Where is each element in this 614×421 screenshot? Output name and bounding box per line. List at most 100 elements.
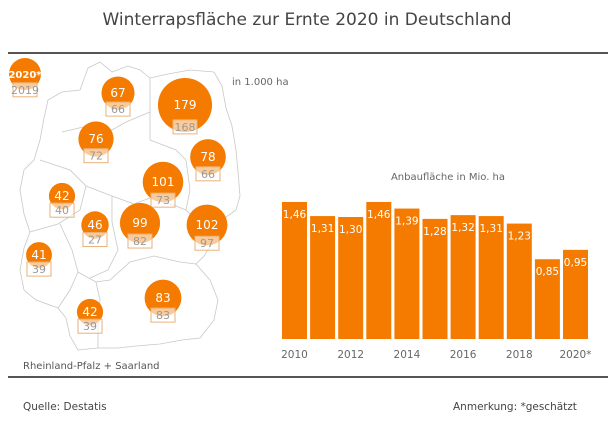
bar-value-label: 1,23 — [508, 231, 531, 243]
bar-value-label: 0,95 — [564, 257, 587, 269]
value-2019: 83 — [156, 309, 170, 322]
value-2019-box — [194, 235, 220, 251]
value-2019: 73 — [156, 194, 170, 207]
bar-2012 — [338, 217, 364, 339]
footnote-label: Anmerkung: *geschätzt — [453, 401, 577, 413]
value-2019: 66 — [111, 103, 125, 116]
bar-value-label: 1,46 — [283, 209, 307, 221]
value-2019-box — [150, 192, 176, 208]
value-2019: 2019 — [11, 84, 39, 97]
x-tick-label: 2012 — [337, 349, 364, 361]
value-2019-box — [150, 307, 176, 323]
value-2019-box — [105, 101, 131, 117]
value-2019-box — [127, 233, 153, 249]
value-2019-box — [49, 202, 75, 218]
bubble-circle — [9, 58, 41, 90]
value-2019: 39 — [32, 263, 46, 276]
bubble-circle — [142, 161, 184, 203]
value-2020: 2020* — [8, 70, 42, 81]
bar-2015 — [422, 218, 448, 339]
bubble-circle — [186, 204, 228, 246]
bar-2013 — [366, 202, 392, 339]
bar-2011 — [310, 216, 336, 339]
x-tick-label: 2014 — [394, 349, 421, 361]
value-2019: 66 — [201, 168, 215, 181]
bar-value-label: 1,31 — [480, 223, 503, 235]
value-2019: 168 — [175, 121, 196, 134]
bar-value-label: 1,32 — [451, 222, 474, 234]
bubble-circle — [48, 182, 76, 210]
x-tick-label: 2020* — [560, 349, 592, 361]
value-2019-box — [12, 82, 38, 98]
source-label: Quelle: Destatis — [23, 401, 107, 413]
bubble-circle — [101, 76, 135, 110]
bubble-circle — [157, 77, 213, 133]
bar-2016 — [450, 215, 476, 339]
bar-value-label: 1,39 — [395, 216, 418, 228]
bubble-circle — [26, 242, 52, 268]
bar-2010 — [282, 202, 307, 339]
value-2020: 83 — [155, 291, 170, 305]
value-2020: 41 — [31, 248, 46, 262]
value-2019-box — [26, 261, 52, 277]
value-2019-box — [82, 232, 108, 248]
bubble-circle — [190, 139, 226, 175]
bar-2017 — [478, 216, 504, 339]
bar-chart: Anbaufläche in Mio. ha 1,46 2010 1,31 1,30 2… — [281, 172, 592, 361]
value-2020: 67 — [110, 86, 125, 100]
bubble-circle — [119, 202, 161, 244]
value-2020: 76 — [88, 132, 103, 146]
region-note: Rheinland-Pfalz + Saarland — [23, 361, 160, 372]
bubble-circle — [81, 211, 109, 239]
value-2020: 78 — [200, 150, 215, 164]
value-2020: 179 — [174, 98, 197, 112]
bar-2018 — [506, 223, 532, 339]
value-2020: 46 — [87, 218, 102, 232]
legend-bubble: 2020* 2019 — [8, 58, 42, 98]
top-divider — [8, 52, 608, 54]
value-2019-box — [77, 318, 103, 334]
value-2019: 39 — [83, 320, 97, 333]
value-2019: 27 — [88, 234, 102, 247]
value-2019-box — [172, 119, 198, 135]
x-tick-label: 2010 — [281, 349, 308, 361]
value-2020: 101 — [152, 175, 175, 189]
map-outline — [19, 61, 241, 351]
value-2019: 97 — [200, 237, 214, 250]
bar-2019 — [534, 259, 560, 339]
value-2020: 102 — [196, 218, 219, 232]
value-2020: 42 — [54, 189, 69, 203]
x-tick-label: 2016 — [450, 349, 477, 361]
bar-value-label: 1,31 — [311, 223, 334, 235]
bubble-circle — [144, 279, 182, 317]
bar-2020* — [563, 249, 588, 339]
bar-value-label: 0,85 — [536, 266, 559, 278]
bar-2014 — [394, 208, 420, 339]
value-2020: 99 — [132, 216, 147, 230]
value-2019-box — [83, 148, 109, 164]
chart-title: Anbaufläche in Mio. ha — [391, 172, 505, 183]
value-2020: 42 — [82, 305, 97, 319]
page-title: Winterrapsfläche zur Ernte 2020 in Deuts… — [102, 10, 512, 30]
value-2019: 40 — [55, 204, 69, 217]
unit-label: in 1.000 ha — [232, 77, 289, 88]
value-2019-box — [195, 166, 221, 182]
value-2019: 72 — [89, 150, 103, 163]
bubble-circle — [78, 121, 114, 157]
bar-value-label: 1,30 — [339, 224, 362, 236]
bubble-circle — [76, 298, 104, 326]
x-tick-label: 2018 — [506, 349, 533, 361]
bar-value-label: 1,46 — [367, 209, 391, 221]
